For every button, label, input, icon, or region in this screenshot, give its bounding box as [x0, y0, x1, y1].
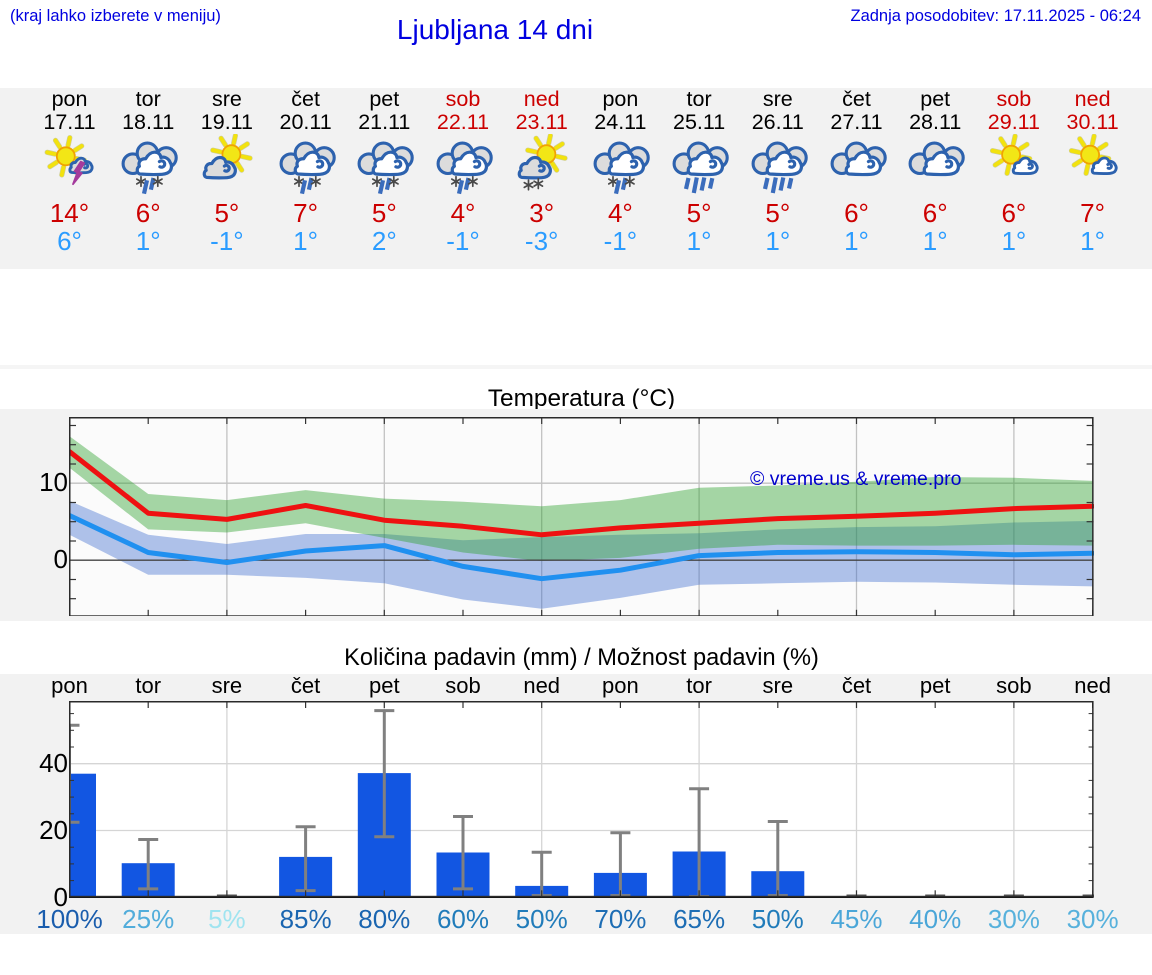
svg-text:© vreme.us & vreme.pro: © vreme.us & vreme.pro	[750, 467, 962, 489]
